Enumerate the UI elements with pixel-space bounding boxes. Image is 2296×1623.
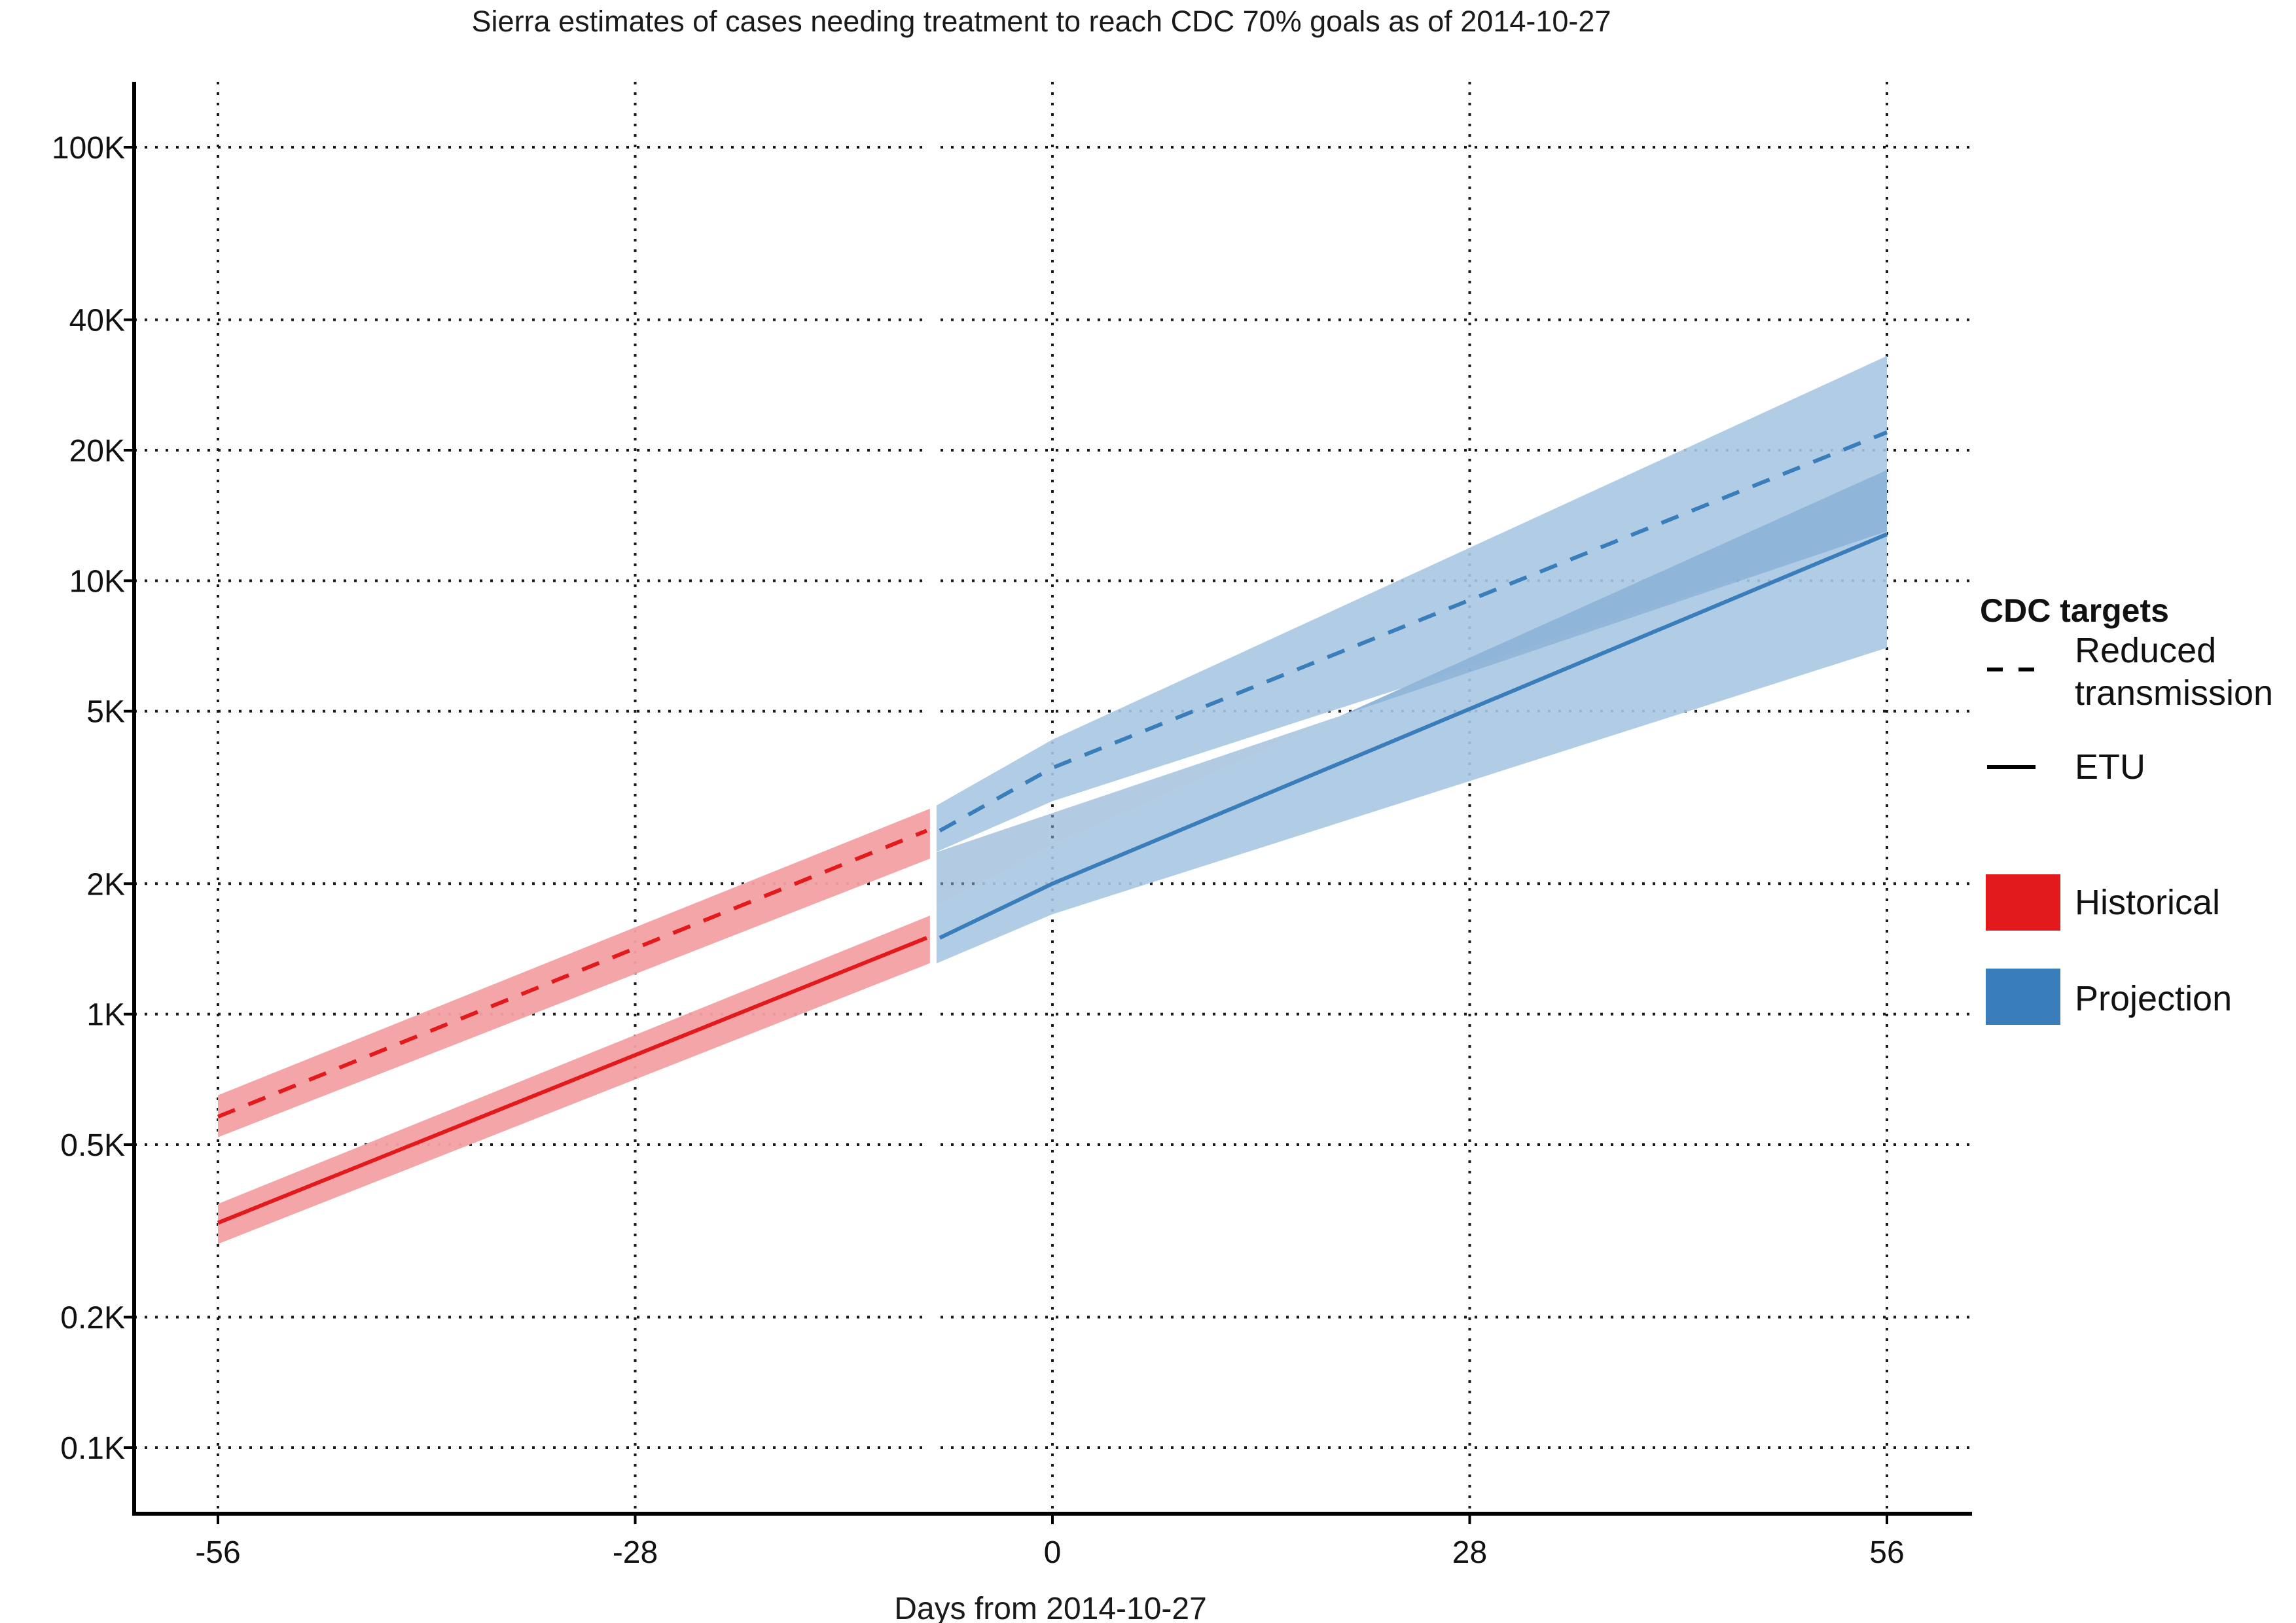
y-tick-label: 10K xyxy=(69,564,125,599)
y-tick-label: 0.5K xyxy=(60,1128,125,1163)
period-gap xyxy=(929,88,937,1507)
y-tick-label: 1K xyxy=(86,998,125,1033)
legend-label-transmission: transmission xyxy=(2075,673,2273,713)
legend-swatch-projection xyxy=(1986,969,2060,1025)
y-tick-label: 0.1K xyxy=(60,1431,125,1466)
band-historical-reduced-transmission xyxy=(218,807,933,1137)
legend-label-projection: Projection xyxy=(2075,979,2232,1018)
legend-label-etu: ETU xyxy=(2075,747,2145,787)
band-projection-reduced-transmission xyxy=(933,355,1887,853)
y-tick-label: 20K xyxy=(69,434,125,469)
line-historical-reduced-transmission xyxy=(217,829,927,1119)
series-lines xyxy=(217,430,1888,1225)
legend-label-reduced-transmission: Reduced transmission xyxy=(2075,631,2273,713)
legend-swatch-historical xyxy=(1986,874,2060,931)
x-tick-label: -56 xyxy=(195,1535,240,1570)
legend: CDC targets Reduced transmission ETU His… xyxy=(1980,592,2273,1025)
x-axis-label: Days from 2014-10-27 xyxy=(894,1592,1207,1623)
y-tick-label: 100K xyxy=(52,131,125,166)
y-tick-label: 5K xyxy=(86,695,125,730)
legend-label-historical: Historical xyxy=(2075,883,2220,922)
y-tick-label: 0.2K xyxy=(60,1301,125,1336)
x-tick-label: 56 xyxy=(1869,1535,1904,1570)
line-historical-etu xyxy=(217,936,927,1225)
confidence-bands xyxy=(218,88,1887,1507)
x-tick-label: 0 xyxy=(1044,1535,1062,1570)
x-tick-label: 28 xyxy=(1452,1535,1487,1570)
y-tick-label: 40K xyxy=(69,304,125,338)
y-tick-label: 2K xyxy=(86,867,125,902)
chart-title: Sierra estimates of cases needing treatm… xyxy=(472,5,1611,38)
line-projection-reduced-transmission xyxy=(939,430,1888,832)
x-tick-label: -28 xyxy=(613,1535,658,1570)
legend-title: CDC targets xyxy=(1980,592,2169,629)
tick-labels: -56 -28 0 28 56 0.1K 0.2K 0.5K 1K 2K 5K 10K 20K 40K 10… xyxy=(52,131,1905,1570)
band-projection-overlap xyxy=(933,470,1887,909)
line-projection-etu xyxy=(939,532,1888,940)
legend-label-reduced: Reduced xyxy=(2075,631,2216,670)
